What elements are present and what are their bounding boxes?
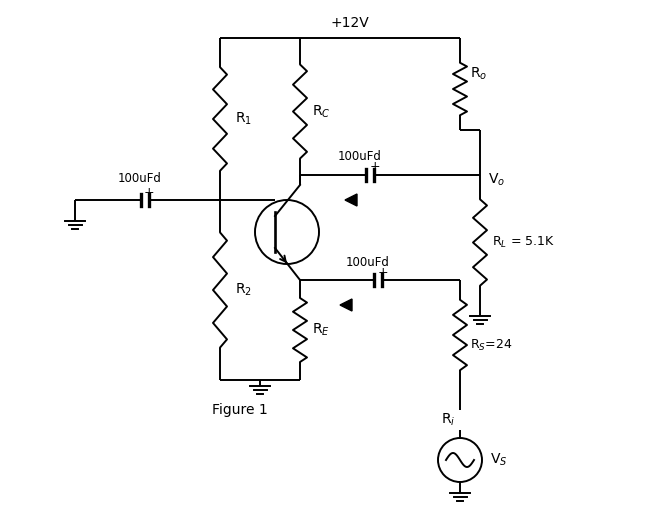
Text: R$_C$: R$_C$ — [312, 103, 331, 120]
Text: +: + — [377, 266, 388, 278]
Polygon shape — [340, 299, 352, 311]
Text: V$_o$: V$_o$ — [488, 172, 505, 188]
Text: 100uFd: 100uFd — [118, 172, 162, 184]
Text: R$_1$: R$_1$ — [235, 111, 252, 127]
Text: 100uFd: 100uFd — [346, 256, 389, 269]
Text: R$_L$ = 5.1K: R$_L$ = 5.1K — [492, 235, 555, 250]
Text: Figure 1: Figure 1 — [212, 403, 268, 417]
Polygon shape — [345, 194, 357, 206]
Text: R$_o$: R$_o$ — [470, 66, 487, 82]
Text: V$_S$: V$_S$ — [490, 452, 508, 468]
Text: R$_S$=24: R$_S$=24 — [470, 337, 512, 353]
Text: 100uFd: 100uFd — [338, 150, 382, 164]
Text: +12V: +12V — [331, 16, 370, 30]
Text: +: + — [370, 161, 380, 174]
Text: +: + — [144, 185, 154, 199]
Text: R$_2$: R$_2$ — [235, 282, 252, 298]
Text: R$_i$: R$_i$ — [441, 412, 455, 428]
Text: R$_E$: R$_E$ — [312, 322, 330, 338]
